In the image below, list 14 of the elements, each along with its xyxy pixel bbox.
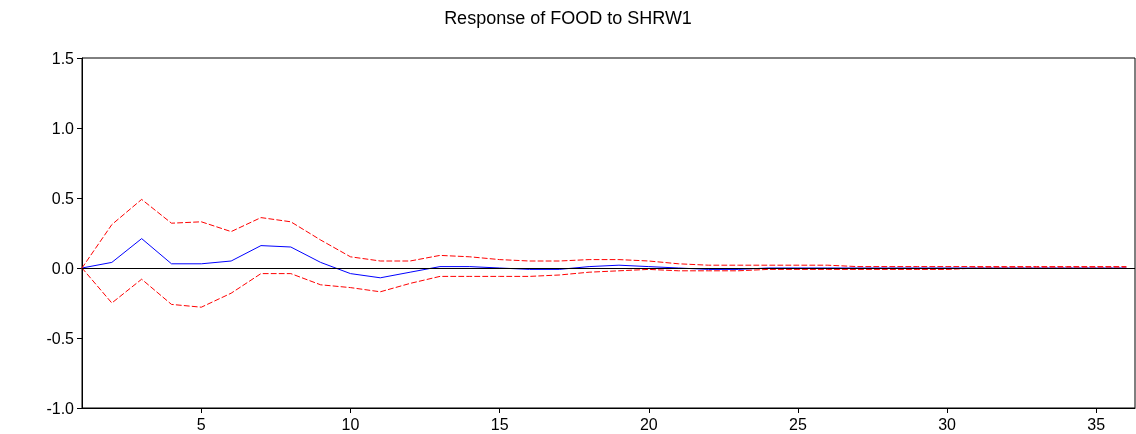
y-tick-label: 1.0: [51, 119, 75, 137]
x-tick-label: 25: [789, 415, 807, 433]
x-tick-label: 20: [639, 415, 658, 433]
y-tick-label: 1.5: [51, 49, 75, 67]
x-tick-label: 15: [490, 415, 509, 433]
chart-title: Response of FOOD to SHRW1: [444, 8, 692, 28]
y-tick-label: 0.0: [51, 259, 75, 277]
x-tick-label: 30: [938, 415, 957, 433]
x-tick-label: 5: [196, 415, 206, 433]
y-tick-label: -0.5: [46, 329, 75, 347]
x-tick-label: 35: [1087, 415, 1106, 433]
y-tick-label: -1.0: [46, 399, 75, 417]
x-tick-label: 10: [341, 415, 360, 433]
y-tick-label: 0.5: [51, 189, 75, 207]
